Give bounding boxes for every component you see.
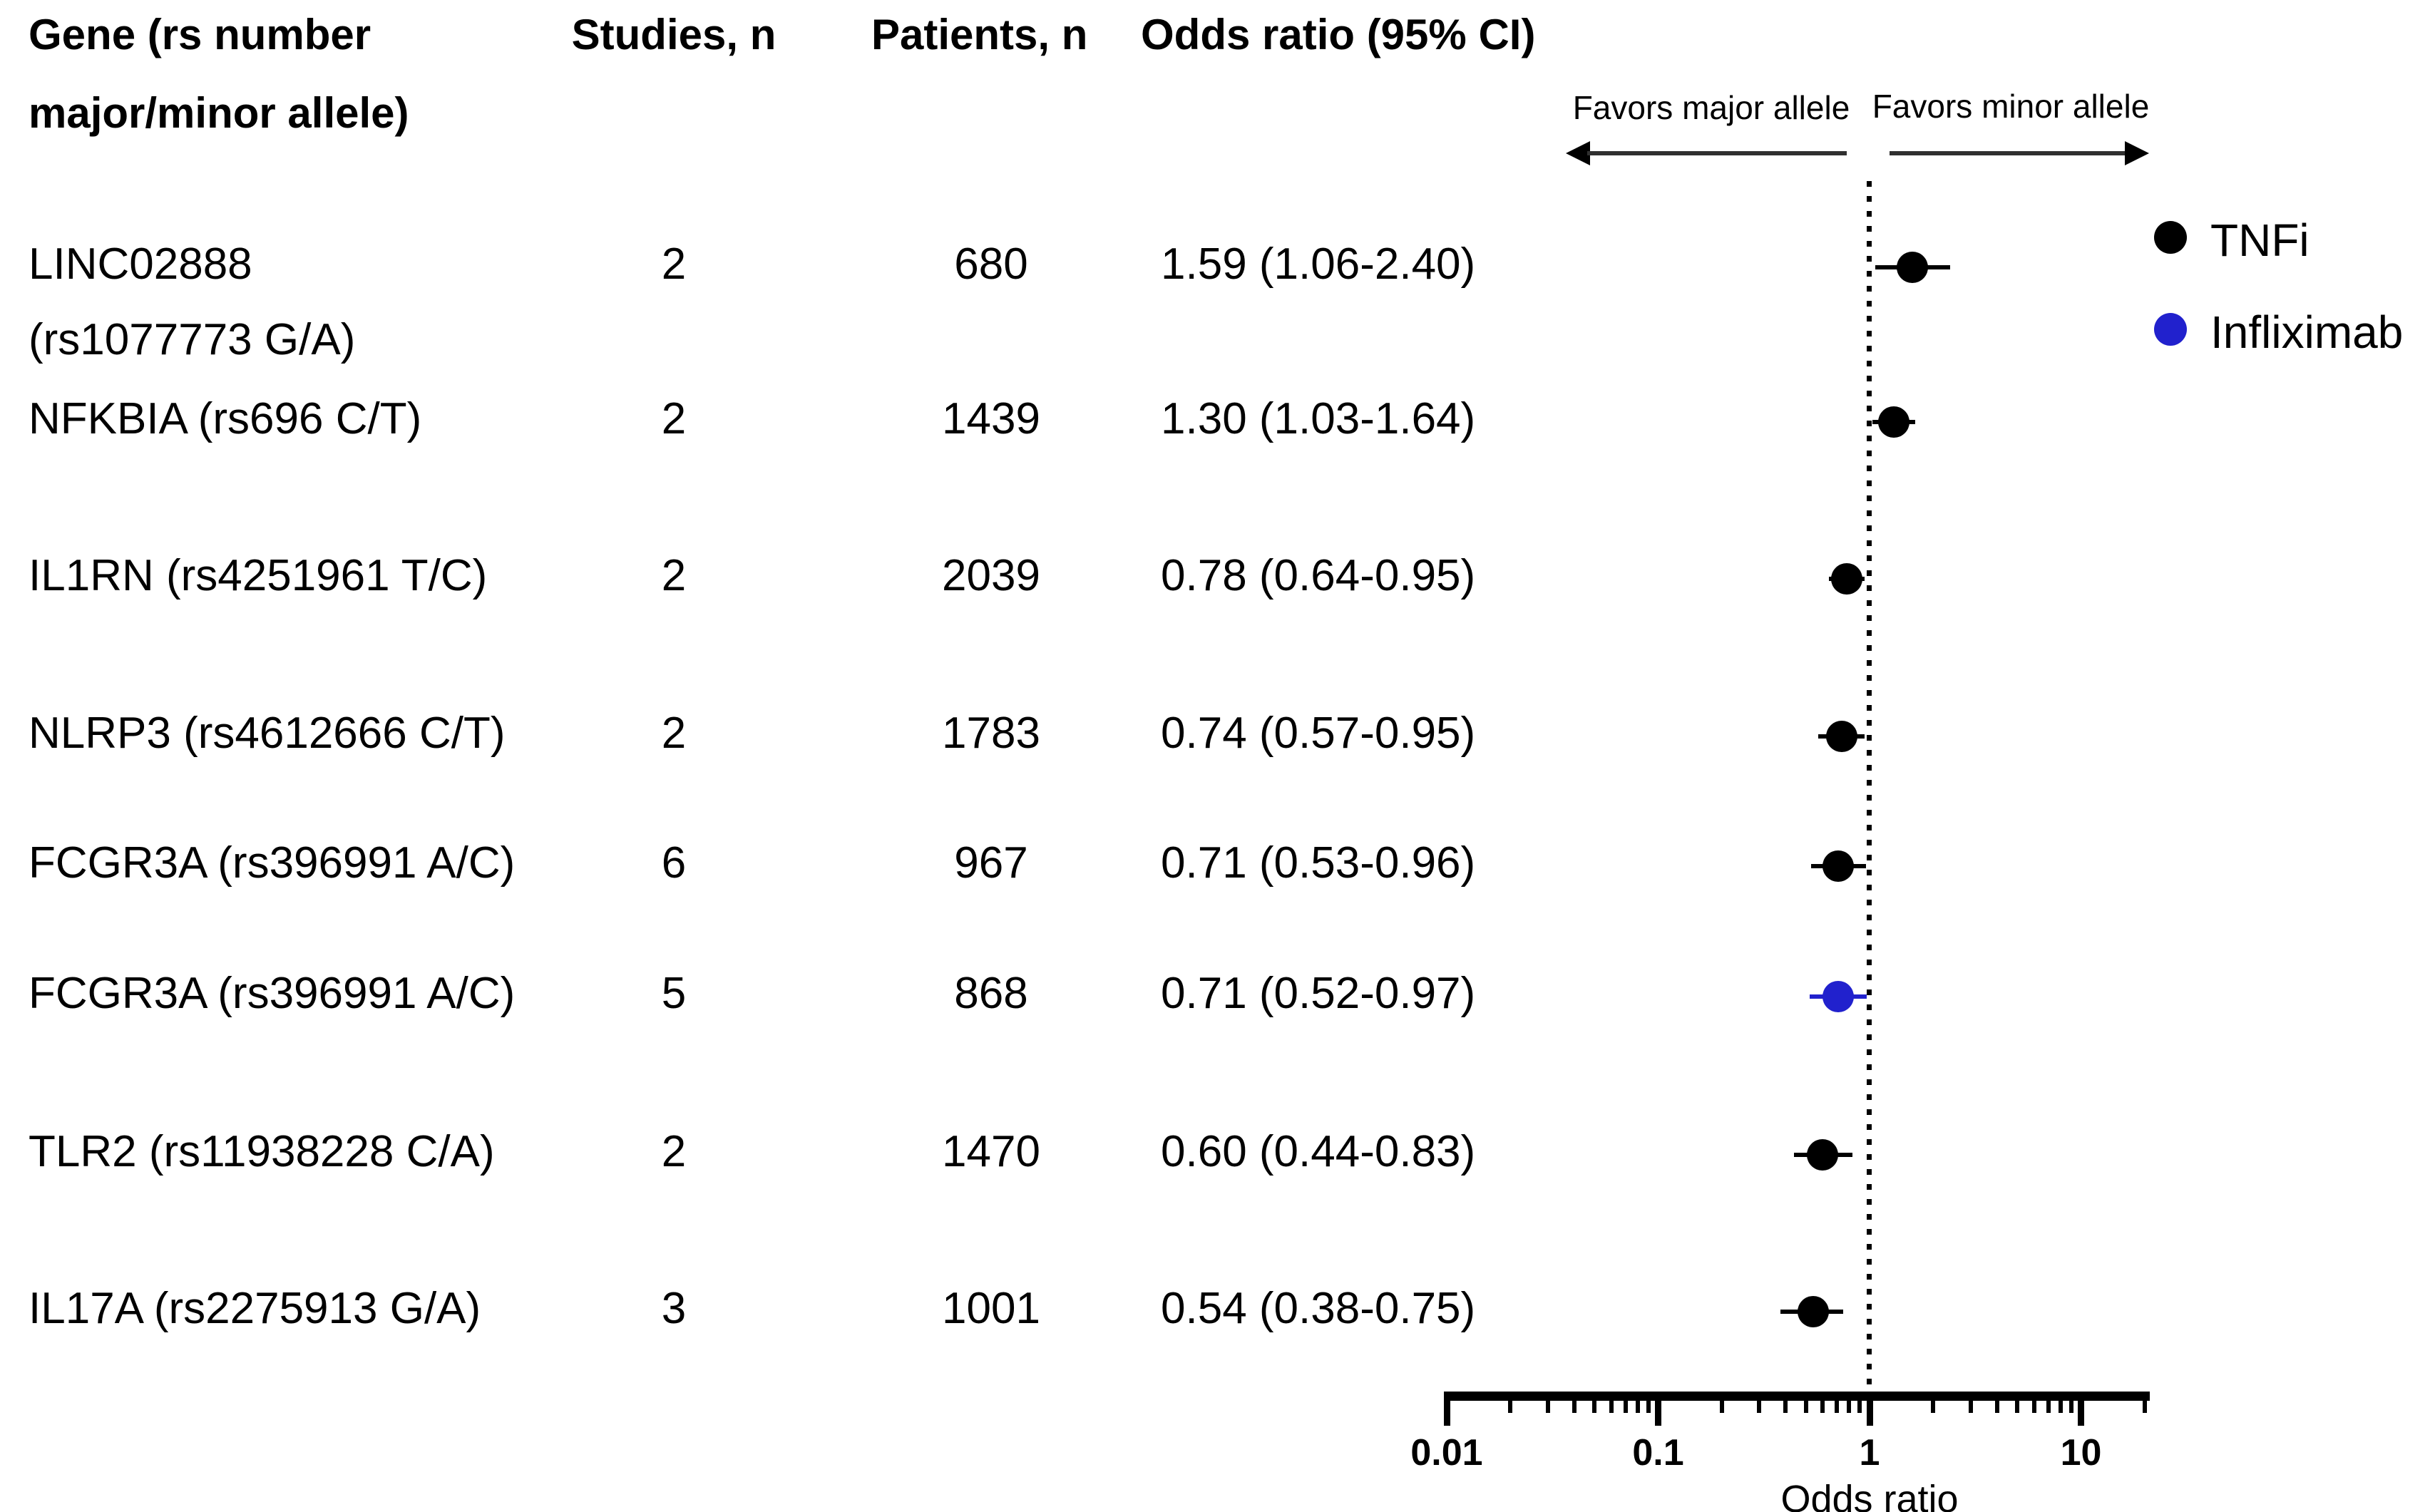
row-gene-label: FCGR3A (rs396991 A/C) bbox=[29, 969, 516, 1018]
axis-minor-tick bbox=[1545, 1392, 1550, 1413]
axis-minor-tick bbox=[1719, 1392, 1724, 1413]
axis-minor-tick bbox=[1803, 1392, 1808, 1413]
row-studies-value: 2 bbox=[661, 240, 687, 289]
axis-minor-tick bbox=[1572, 1392, 1577, 1413]
gene-column-header-line2: major/minor allele) bbox=[29, 89, 409, 137]
row-gene-label: NFKBIA (rs696 C/T) bbox=[29, 394, 422, 443]
studies-column-header: Studies, n bbox=[571, 11, 776, 58]
axis-minor-tick bbox=[2015, 1392, 2020, 1413]
row-or-ci-value: 0.60 (0.44-0.83) bbox=[1161, 1127, 1476, 1176]
legend-label-infliximab: Infliximab bbox=[2210, 307, 2404, 358]
row-studies-value: 2 bbox=[661, 709, 687, 758]
favors-major-allele-label: Favors major allele bbox=[1572, 89, 1850, 126]
axis-minor-tick bbox=[1994, 1392, 1999, 1413]
or-point bbox=[1877, 406, 1909, 438]
axis-minor-tick bbox=[1857, 1392, 1862, 1413]
row-or-ci-value: 0.54 (0.38-0.75) bbox=[1161, 1284, 1476, 1333]
patients-column-header: Patients, n bbox=[871, 11, 1088, 58]
or-point bbox=[1807, 1139, 1839, 1171]
row-patients-value: 680 bbox=[954, 240, 1028, 289]
row-patients-value: 868 bbox=[954, 969, 1028, 1018]
row-studies-value: 2 bbox=[661, 394, 687, 443]
x-axis-line bbox=[1447, 1392, 2150, 1401]
row-gene-label: FCGR3A (rs396991 A/C) bbox=[29, 838, 516, 888]
row-patients-value: 967 bbox=[954, 838, 1028, 888]
axis-major-tick bbox=[1866, 1392, 1873, 1426]
axis-minor-tick bbox=[1835, 1392, 1840, 1413]
row-or-ci-value: 0.71 (0.53-0.96) bbox=[1161, 838, 1476, 888]
legend-dot-infliximab-icon bbox=[2154, 313, 2187, 346]
axis-tick-label: 0.01 bbox=[1410, 1432, 1483, 1474]
row-or-ci-value: 0.78 (0.64-0.95) bbox=[1161, 551, 1476, 600]
row-studies-value: 3 bbox=[661, 1284, 687, 1333]
axis-minor-tick bbox=[1508, 1392, 1513, 1413]
row-studies-value: 6 bbox=[661, 838, 687, 888]
axis-minor-tick bbox=[1609, 1392, 1614, 1413]
axis-minor-tick bbox=[1931, 1392, 1936, 1413]
axis-minor-tick bbox=[2142, 1392, 2147, 1413]
right-arrow-line bbox=[1890, 151, 2126, 155]
row-patients-value: 1439 bbox=[942, 394, 1040, 443]
row-or-ci-value: 0.74 (0.57-0.95) bbox=[1161, 709, 1476, 758]
or-point bbox=[1797, 1296, 1829, 1327]
axis-major-tick bbox=[2078, 1392, 2084, 1426]
legend-label-tnfi: TNFi bbox=[2210, 215, 2309, 266]
gene-column-header-line1: Gene (rs number bbox=[29, 11, 371, 58]
axis-minor-tick bbox=[2046, 1392, 2051, 1413]
left-arrow-icon bbox=[1566, 141, 1590, 165]
row-gene-label-line2: (rs1077773 G/A) bbox=[29, 315, 356, 364]
favors-minor-allele-label: Favors minor allele bbox=[1872, 88, 2150, 125]
axis-minor-tick bbox=[1623, 1392, 1628, 1413]
x-axis-title: Odds ratio bbox=[1780, 1478, 1959, 1512]
row-studies-value: 2 bbox=[661, 551, 687, 600]
left-arrow-line bbox=[1587, 151, 1847, 155]
or-point bbox=[1831, 563, 1862, 595]
axis-minor-tick bbox=[1783, 1392, 1788, 1413]
axis-minor-tick bbox=[2068, 1392, 2073, 1413]
axis-minor-tick bbox=[1968, 1392, 1973, 1413]
axis-minor-tick bbox=[1646, 1392, 1651, 1413]
row-gene-label: LINC02888 bbox=[29, 240, 252, 289]
row-patients-value: 2039 bbox=[942, 551, 1040, 600]
axis-minor-tick bbox=[1592, 1392, 1597, 1413]
axis-minor-tick bbox=[1820, 1392, 1825, 1413]
right-arrow-icon bbox=[2125, 141, 2149, 165]
axis-tick-label: 1 bbox=[1859, 1432, 1880, 1474]
axis-minor-tick bbox=[1757, 1392, 1761, 1413]
row-gene-label: IL17A (rs2275913 G/A) bbox=[29, 1284, 481, 1333]
axis-minor-tick bbox=[2031, 1392, 2036, 1413]
odds-ratio-column-header: Odds ratio (95% CI) bbox=[1141, 11, 1536, 58]
legend-dot-tnfi-icon bbox=[2154, 221, 2187, 254]
row-gene-label: NLRP3 (rs4612666 C/T) bbox=[29, 709, 506, 758]
axis-tick-label: 10 bbox=[2060, 1432, 2102, 1474]
row-or-ci-value: 1.30 (1.03-1.64) bbox=[1161, 394, 1476, 443]
or-point bbox=[1896, 252, 1928, 283]
row-or-ci-value: 0.71 (0.52-0.97) bbox=[1161, 969, 1476, 1018]
axis-minor-tick bbox=[2058, 1392, 2063, 1413]
axis-major-tick bbox=[1443, 1392, 1450, 1426]
axis-major-tick bbox=[1655, 1392, 1661, 1426]
reference-line-or-1 bbox=[1867, 181, 1872, 1392]
row-patients-value: 1001 bbox=[942, 1284, 1040, 1333]
row-gene-label: TLR2 (rs11938228 C/A) bbox=[29, 1127, 495, 1176]
axis-minor-tick bbox=[1847, 1392, 1852, 1413]
row-or-ci-value: 1.59 (1.06-2.40) bbox=[1161, 240, 1476, 289]
or-point bbox=[1826, 721, 1858, 752]
row-studies-value: 2 bbox=[661, 1127, 687, 1176]
row-patients-value: 1783 bbox=[942, 709, 1040, 758]
axis-tick-label: 0.1 bbox=[1632, 1432, 1684, 1474]
row-gene-label: IL1RN (rs4251961 T/C) bbox=[29, 551, 488, 600]
axis-minor-tick bbox=[1635, 1392, 1640, 1413]
row-studies-value: 5 bbox=[661, 969, 687, 1018]
row-patients-value: 1470 bbox=[942, 1127, 1040, 1176]
or-point bbox=[1822, 981, 1854, 1012]
or-point bbox=[1822, 850, 1854, 882]
